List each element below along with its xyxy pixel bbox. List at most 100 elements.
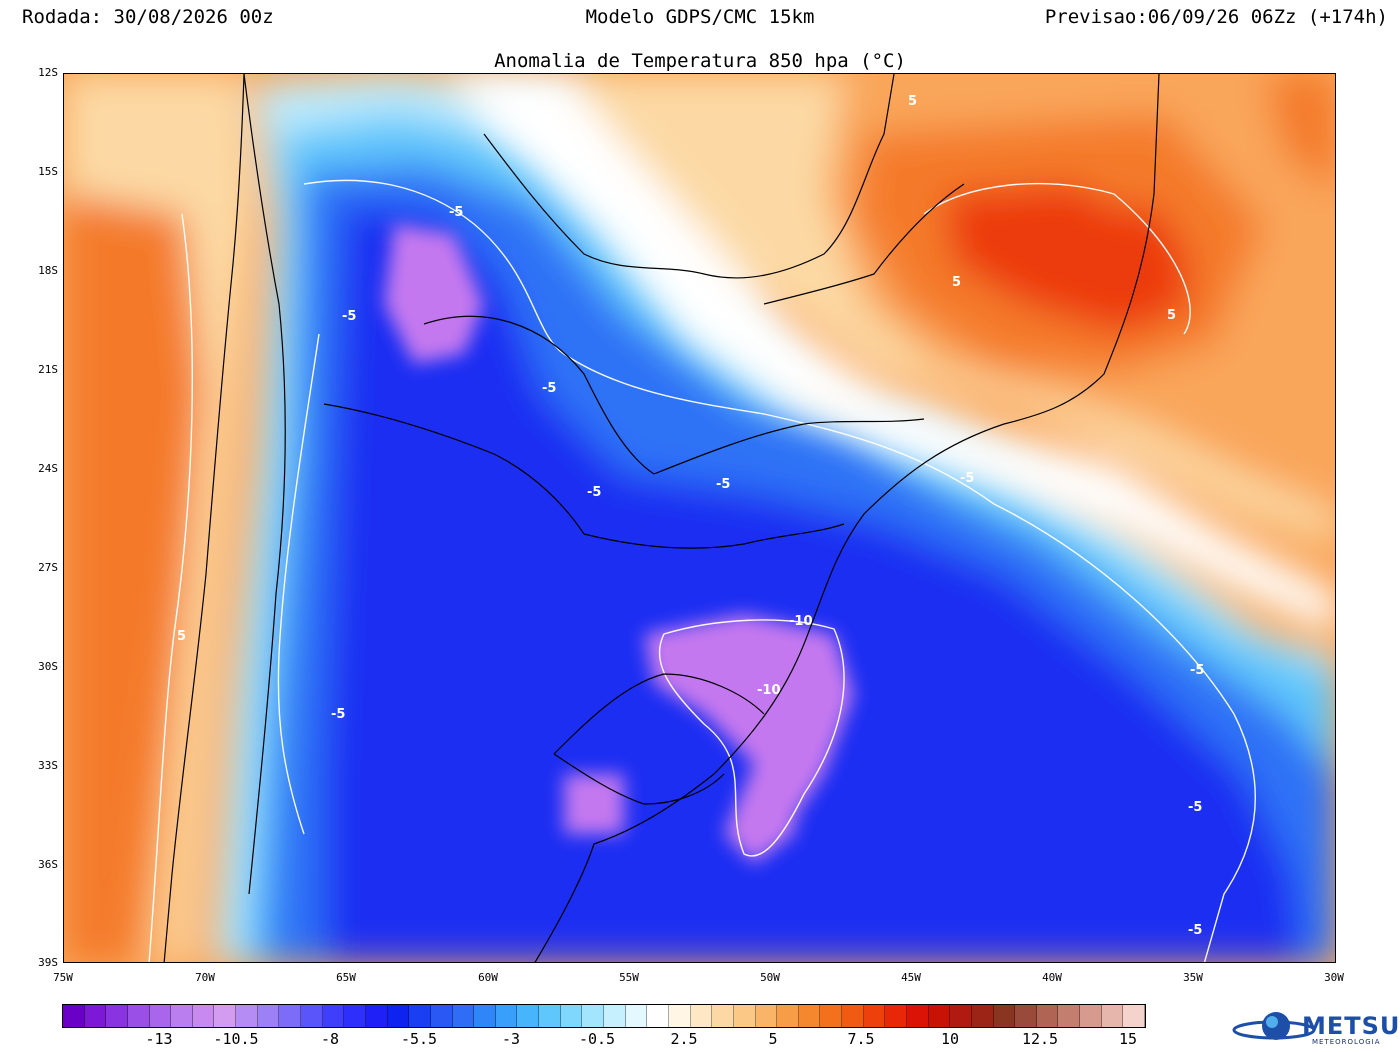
contour-label: -10 xyxy=(789,614,813,629)
colorbar-swatch xyxy=(452,1005,475,1027)
anomaly-field: -5 -5 -5 -5 -5 -5 -5 -5 -5 -5 5 5 5 5 -1… xyxy=(64,74,1335,962)
contour-label: -5 xyxy=(716,477,730,492)
contour-label: -5 xyxy=(542,381,556,396)
lon-label: 75W xyxy=(53,971,73,984)
contour-label: -5 xyxy=(331,707,345,722)
colorbar-swatch xyxy=(474,1005,496,1027)
lon-label: 30W xyxy=(1324,971,1344,984)
contour-label: -5 xyxy=(1188,800,1202,815)
colorbar-swatch xyxy=(149,1005,172,1027)
colorbar-swatch xyxy=(971,1005,994,1027)
colorbar-swatch xyxy=(539,1005,561,1027)
neutral-band xyxy=(444,74,1335,634)
contour-label: -5 xyxy=(1190,663,1204,678)
colorbar-label: -5.5 xyxy=(400,1030,438,1048)
contour-line-minus5-west xyxy=(277,333,320,835)
colorbar-label: 5 xyxy=(768,1030,778,1048)
colorbar-swatch xyxy=(755,1005,778,1027)
lat-label: 39S xyxy=(38,956,58,969)
colorbar-swatch xyxy=(733,1005,756,1027)
colorbar-label: 12.5 xyxy=(1021,1030,1059,1048)
contour-label: -5 xyxy=(1188,923,1202,938)
colorbar-swatch xyxy=(63,1005,85,1027)
lat-label: 21S xyxy=(38,363,58,376)
colorbar-swatch xyxy=(409,1005,431,1027)
lon-label: 50W xyxy=(760,971,780,984)
colorbar xyxy=(62,1004,1146,1028)
cold-core-southern-brazil xyxy=(644,614,854,864)
lat-label: 30S xyxy=(38,660,58,673)
colorbar-swatch xyxy=(344,1005,366,1027)
colorbar-swatch xyxy=(106,1005,128,1027)
cold-core-uruguay xyxy=(564,774,624,834)
colorbar-swatch xyxy=(647,1005,669,1027)
cold-tongue-atlantic xyxy=(754,754,804,864)
logo-wordmark: METSUL xyxy=(1302,1012,1400,1040)
border-paraguay xyxy=(423,315,655,475)
colorbar-swatch xyxy=(560,1005,583,1027)
colorbar-swatch xyxy=(1123,1005,1146,1027)
contour-label: -5 xyxy=(960,471,974,486)
contour-line-plus5 xyxy=(923,182,1191,335)
contour-line-plus5-andes xyxy=(148,213,193,962)
contour-label: 5 xyxy=(908,94,917,109)
colorbar-label: -13 xyxy=(145,1030,173,1048)
colorbar-swatch xyxy=(1058,1005,1081,1027)
colorbar-swatch xyxy=(777,1005,799,1027)
lon-label: 60W xyxy=(478,971,498,984)
colorbar-swatch xyxy=(1080,1005,1102,1027)
run-time-label: Rodada: 30/08/2026 00z xyxy=(22,6,274,28)
border-uruguay xyxy=(553,673,765,755)
lon-label: 65W xyxy=(336,971,356,984)
colorbar-swatch xyxy=(84,1005,107,1027)
colorbar-swatch xyxy=(192,1005,215,1027)
lat-label: 27S xyxy=(38,561,58,574)
colorbar-swatch xyxy=(863,1005,886,1027)
colorbar-swatch xyxy=(842,1005,864,1027)
logo-subtitle: METEOROLOGIA xyxy=(1312,1038,1381,1046)
colorbar-swatch xyxy=(1101,1005,1124,1027)
colorbar-label: 15 xyxy=(1118,1030,1138,1048)
metsul-logo xyxy=(1232,1012,1316,1040)
colorbar-swatch xyxy=(1015,1005,1037,1027)
colorbar-swatch xyxy=(906,1005,929,1027)
colorbar-swatch xyxy=(387,1005,410,1027)
contour-line-minus5 xyxy=(303,179,1257,962)
warm-band-andes xyxy=(64,74,254,962)
colorbar-swatch xyxy=(236,1005,258,1027)
colorbar-swatch xyxy=(582,1005,605,1027)
border-state-ne xyxy=(763,183,965,305)
colorbar-label: 10 xyxy=(940,1030,960,1048)
colorbar-swatch xyxy=(798,1005,821,1027)
lat-label: 33S xyxy=(38,759,58,772)
cold-core-argentina xyxy=(384,224,484,364)
forecast-time-label: Previsao:06/09/26 06Zz (+174h) xyxy=(1044,6,1388,28)
colorbar-swatch xyxy=(214,1005,237,1027)
lat-label: 18S xyxy=(38,264,58,277)
warm-region-ne-corner xyxy=(1264,74,1335,193)
contour-label: 5 xyxy=(1167,308,1176,323)
cold-region-deep xyxy=(324,204,1304,962)
colorbar-swatch xyxy=(517,1005,540,1027)
colorbar-swatch xyxy=(950,1005,972,1027)
lat-label: 15S xyxy=(38,165,58,178)
contour-label: 5 xyxy=(177,629,186,644)
colorbar-swatch xyxy=(1036,1005,1059,1027)
border-state-south xyxy=(583,523,845,549)
contour-label: -5 xyxy=(342,309,356,324)
colorbar-swatch xyxy=(127,1005,150,1027)
colorbar-swatch xyxy=(257,1005,280,1027)
border-argentina-north xyxy=(323,403,585,535)
contour-label: 5 xyxy=(952,275,961,290)
coastline-pacific xyxy=(163,74,245,962)
colorbar-label: -8 xyxy=(320,1030,340,1048)
colorbar-swatch xyxy=(928,1005,951,1027)
colorbar-swatch xyxy=(430,1005,453,1027)
colorbar-swatch xyxy=(625,1005,648,1027)
contour-label: -10 xyxy=(757,683,781,698)
river-plata xyxy=(553,753,725,805)
colorbar-swatch xyxy=(993,1005,1016,1027)
lon-label: 70W xyxy=(195,971,215,984)
lon-label: 45W xyxy=(901,971,921,984)
colorbar-swatch xyxy=(885,1005,907,1027)
